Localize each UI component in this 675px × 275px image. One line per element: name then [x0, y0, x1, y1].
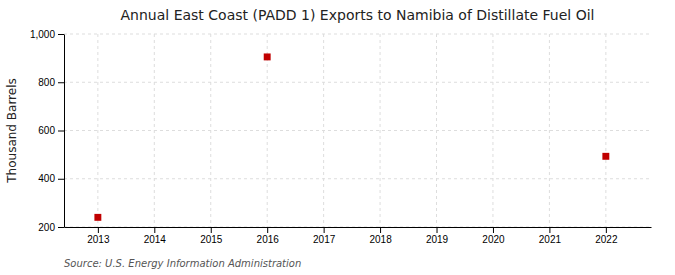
grid-line	[64, 82, 651, 83]
tick-mark	[493, 227, 494, 233]
tick-mark	[267, 227, 268, 233]
grid-line	[64, 34, 651, 35]
tick: 200	[38, 222, 64, 233]
tick-label: 600	[38, 125, 55, 136]
tick-label: 2021	[539, 234, 562, 245]
points	[94, 53, 609, 220]
tick-label: 2014	[144, 234, 167, 245]
y-axis-title: Thousand Barrels	[5, 78, 19, 183]
grid-line	[64, 227, 651, 228]
tick-mark	[154, 227, 155, 233]
grid-line	[549, 34, 550, 227]
tick-label: 2022	[595, 234, 618, 245]
tick: 2018	[369, 227, 392, 245]
tick-label: 2018	[369, 234, 392, 245]
tick: 2020	[482, 227, 505, 245]
tick: 400	[38, 173, 64, 184]
tick-mark	[549, 227, 550, 233]
axis-line	[64, 35, 65, 228]
tick: 1,000	[30, 29, 64, 40]
point	[602, 153, 609, 160]
tick-mark	[58, 131, 64, 132]
tick-label: 2013	[87, 234, 110, 245]
y-axis: 200 400 600 800 1,000	[30, 29, 65, 233]
tick-mark	[324, 227, 325, 233]
tick: 2014	[144, 227, 167, 245]
chart: 2013 2014 2015 2016 2017 2018 2019 2020 2021 2022…	[0, 0, 675, 275]
grid	[64, 34, 651, 227]
tick-label: 2019	[426, 234, 449, 245]
tick: 2022	[595, 227, 618, 245]
tick-mark	[58, 179, 64, 180]
tick-label: 200	[38, 222, 55, 233]
tick-mark	[211, 227, 212, 233]
tick-label: 2020	[482, 234, 505, 245]
x-axis: 2013 2014 2015 2016 2017 2018 2019 2020 2021 2022	[65, 227, 652, 245]
tick-mark	[380, 227, 381, 233]
plot: 2013 2014 2015 2016 2017 2018 2019 2020 2021 2022…	[30, 29, 652, 245]
tick-label: 800	[38, 77, 55, 88]
grid-line	[97, 34, 98, 227]
axis-line	[65, 227, 652, 228]
tick-mark	[58, 227, 64, 228]
tick-label: 2017	[313, 234, 336, 245]
tick-label: 2015	[200, 234, 223, 245]
tick: 2016	[257, 227, 280, 245]
tick-mark	[58, 34, 64, 35]
tick: 2017	[313, 227, 336, 245]
tick-label: 400	[38, 173, 55, 184]
tick-mark	[606, 227, 607, 233]
title: Annual East Coast (PADD 1) Exports to Na…	[121, 7, 595, 23]
tick: 2019	[426, 227, 449, 245]
grid-line	[64, 130, 651, 131]
tick-mark	[437, 227, 438, 233]
tick: 2013	[87, 227, 110, 245]
tick-label: 2016	[257, 234, 280, 245]
point	[264, 53, 271, 60]
tick-label: 1,000	[30, 29, 55, 40]
grid-line	[380, 34, 381, 227]
tick: 2015	[200, 227, 223, 245]
annotation: Source: U.S. Energy Information Administ…	[64, 258, 301, 269]
grid-line	[64, 178, 651, 179]
tick-mark	[98, 227, 99, 233]
point	[94, 214, 101, 221]
tick: 800	[38, 77, 64, 88]
tick: 2021	[539, 227, 562, 245]
tick: 600	[38, 125, 64, 136]
tick-mark	[58, 82, 64, 83]
grid-line	[267, 34, 268, 227]
